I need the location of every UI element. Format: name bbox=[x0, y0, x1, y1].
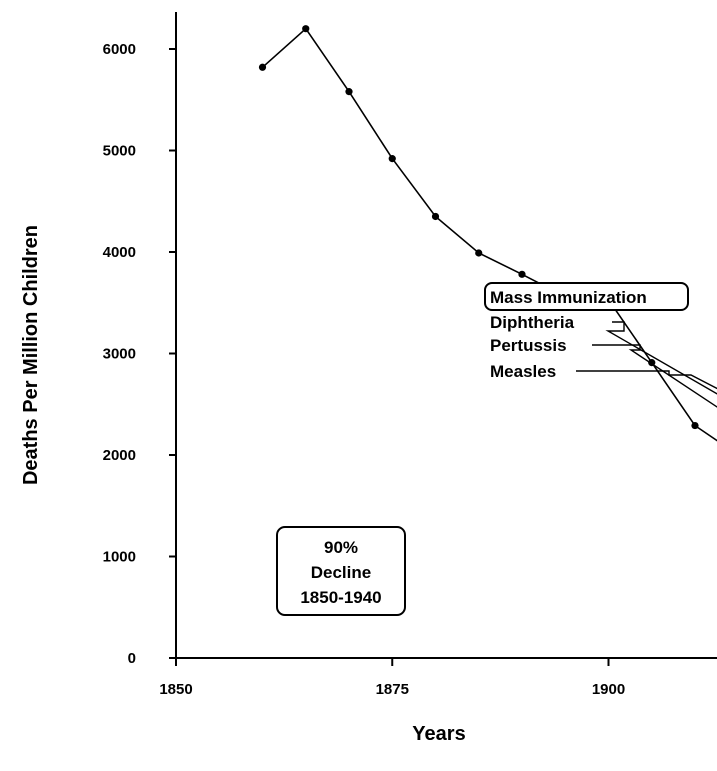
decline-box-frame bbox=[276, 526, 406, 616]
decline-box-line-2: Decline bbox=[311, 563, 371, 582]
x-tick-label: 1875 bbox=[376, 681, 409, 698]
data-point bbox=[518, 270, 526, 278]
immunization-box: Mass Immunization bbox=[484, 282, 689, 311]
data-point bbox=[345, 88, 353, 96]
y-tick-label: 4000 bbox=[103, 244, 136, 261]
arrow-measles bbox=[576, 370, 717, 390]
y-tick-label: 1000 bbox=[103, 549, 136, 566]
disease-label-pertussis: Pertussis bbox=[490, 336, 567, 355]
y-tick-label: 6000 bbox=[103, 41, 136, 58]
arrow-diphtheria bbox=[605, 321, 717, 395]
x-tick-label: 1850 bbox=[159, 681, 192, 698]
tick-group: 0100020003000400050006000185018751900192… bbox=[103, 41, 626, 698]
x-tick-label: 1900 bbox=[592, 681, 625, 698]
disease-label-measles: Measles bbox=[490, 362, 556, 381]
arrow-pertussis bbox=[592, 344, 717, 408]
data-point bbox=[431, 212, 440, 221]
data-point bbox=[258, 63, 267, 71]
y-axis-title: Deaths Per Million Children bbox=[20, 225, 42, 485]
annotation-group: 90% Decline 1850-1940 Mass Immunization … bbox=[276, 282, 717, 616]
decline-box-line-3: 1850-1940 bbox=[300, 588, 381, 607]
annotation-arrows bbox=[576, 321, 717, 408]
x-axis-title: Years bbox=[412, 723, 465, 745]
data-point bbox=[691, 421, 699, 430]
series-line bbox=[261, 27, 717, 442]
decline-box-line-1: 90% bbox=[324, 538, 358, 557]
y-tick-label: 3000 bbox=[103, 346, 136, 363]
immunization-title: Mass Immunization bbox=[490, 288, 647, 307]
data-point bbox=[302, 25, 310, 33]
data-point bbox=[475, 249, 483, 257]
axes bbox=[175, 12, 717, 659]
decline-box: 90% Decline 1850-1940 bbox=[276, 526, 406, 616]
y-tick-label: 5000 bbox=[103, 143, 136, 160]
y-tick-label: 2000 bbox=[103, 447, 136, 464]
immunization-box-frame bbox=[484, 282, 689, 311]
disease-label-diphtheria: Diphtheria bbox=[490, 313, 575, 332]
y-tick-label: 0 bbox=[128, 650, 136, 667]
data-point bbox=[388, 155, 396, 163]
